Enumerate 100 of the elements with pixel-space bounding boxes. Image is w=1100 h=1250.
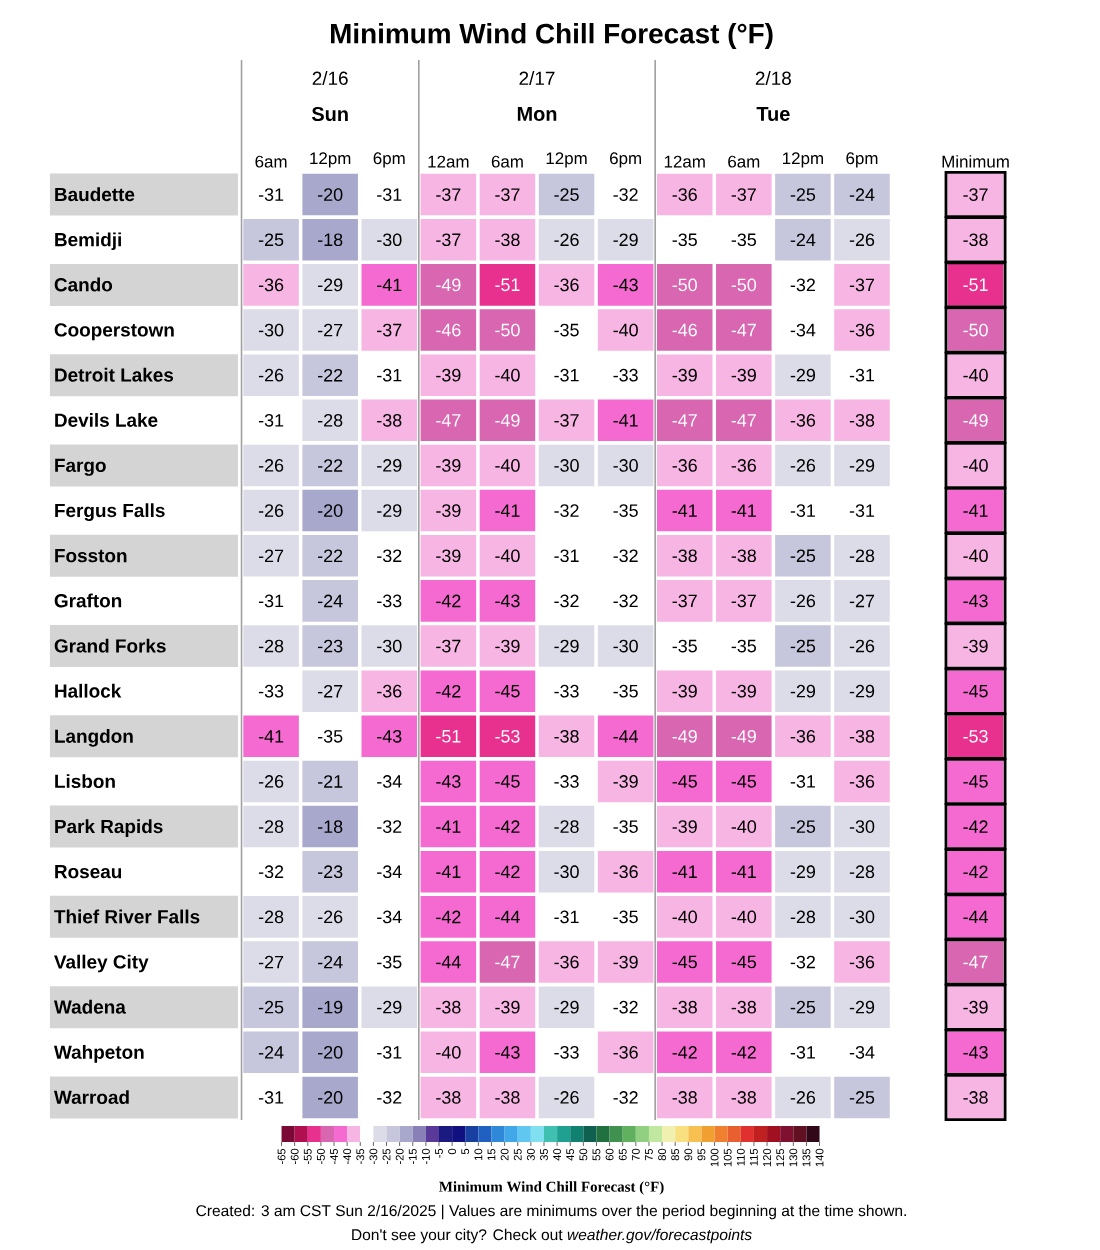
- data-label: -35: [613, 820, 639, 833]
- data-label: -38: [495, 233, 520, 247]
- data-label: -37: [731, 594, 757, 608]
- data-label: -25: [259, 1000, 284, 1014]
- data-label: -45: [731, 955, 757, 969]
- data-label: -31: [850, 504, 875, 517]
- data-label: -51: [495, 278, 520, 292]
- data-label: -41: [963, 504, 988, 517]
- data-label: -30: [613, 459, 639, 472]
- data-label: -32: [377, 1091, 402, 1104]
- data-label: -35: [731, 233, 757, 247]
- data-label: -39: [731, 368, 757, 382]
- data-label: -40: [436, 1045, 461, 1059]
- data-label: -35: [613, 684, 639, 698]
- data-label: -45: [672, 775, 698, 788]
- data-label: -44: [436, 955, 461, 969]
- data-label: -29: [554, 1000, 579, 1014]
- text: 2/17: [519, 71, 555, 85]
- data-label: -25: [554, 188, 579, 201]
- data-label: -29: [377, 1000, 402, 1014]
- data-label: -41: [731, 865, 757, 878]
- data-label: -32: [613, 1091, 638, 1104]
- data-label: -39: [495, 639, 520, 653]
- data-label: -47: [731, 414, 757, 427]
- data-label: -43: [495, 1045, 520, 1059]
- data-label: -38: [963, 1091, 988, 1104]
- data-label: -29: [377, 459, 402, 472]
- data-label: -36: [672, 188, 698, 201]
- data-label: -37: [963, 188, 988, 201]
- data-label: -18: [318, 820, 343, 833]
- data-label: -37: [731, 188, 757, 201]
- data-label: -29: [554, 639, 579, 653]
- text: Tue: [756, 107, 790, 121]
- data-label: -25: [790, 639, 816, 653]
- chart-title: Minimum Wind Chill Forecast (°F): [331, 23, 773, 50]
- data-label: -28: [259, 639, 284, 653]
- data-label: -20: [318, 504, 343, 517]
- data-label: -39: [963, 1000, 988, 1014]
- data-label: -22: [318, 368, 343, 382]
- data-label: -27: [850, 594, 875, 608]
- data-label: -34: [377, 865, 402, 879]
- data-label: -36: [259, 278, 284, 292]
- data-label: -38: [436, 1091, 461, 1104]
- data-label: -42: [963, 865, 988, 878]
- data-label: -25: [790, 188, 816, 201]
- y-tick-label: Cando: [54, 277, 113, 292]
- data-label: -42: [672, 1046, 697, 1059]
- data-label: -26: [790, 1091, 816, 1104]
- data-label: -37: [436, 639, 461, 653]
- y-tick-label: Detroit Lakes: [55, 367, 174, 382]
- text: 2/18: [756, 71, 792, 85]
- x-tick-label: 6am: [255, 155, 287, 168]
- data-label: -33: [554, 684, 579, 698]
- data-label: -31: [377, 1045, 402, 1059]
- data-label: -22: [318, 459, 343, 472]
- data-label: -27: [259, 549, 284, 562]
- data-label: -36: [850, 775, 875, 788]
- data-label: -40: [495, 459, 520, 472]
- data-label: -25: [790, 549, 816, 563]
- data-label: -43: [963, 1045, 988, 1059]
- y-tick-label: Warroad: [54, 1090, 129, 1105]
- data-label: -33: [377, 594, 402, 608]
- data-label: -39: [613, 775, 638, 788]
- data-label: -39: [672, 684, 698, 698]
- data-label: -27: [318, 323, 343, 337]
- data-label: -29: [850, 1000, 875, 1014]
- y-tick-label: Devils Lake: [55, 412, 158, 427]
- data-label: -42: [495, 820, 520, 833]
- x-tick-label: 12am: [665, 155, 706, 168]
- data-label: -34: [850, 1045, 875, 1059]
- data-label: -43: [436, 775, 461, 788]
- data-label: -33: [554, 1045, 579, 1059]
- data-label: -38: [731, 549, 757, 563]
- data-label: -40: [495, 368, 520, 382]
- data-label: -39: [436, 459, 461, 472]
- data-label: -28: [259, 910, 284, 924]
- data-label: -39: [495, 1000, 520, 1014]
- data-label: -38: [963, 233, 988, 247]
- data-label: -34: [377, 910, 402, 924]
- data-label: -40: [963, 459, 989, 472]
- data-label: -26: [259, 459, 284, 472]
- data-label: -39: [436, 549, 461, 563]
- data-label: -36: [790, 413, 816, 427]
- data-label: -50: [672, 278, 698, 292]
- data-label: -40: [672, 910, 698, 924]
- data-label: -26: [554, 1091, 579, 1104]
- data-label: -28: [554, 820, 579, 833]
- data-label: -29: [850, 684, 875, 698]
- data-label: -29: [318, 278, 343, 292]
- data-label: -28: [318, 413, 343, 427]
- data-label: -49: [495, 413, 520, 427]
- data-label: -30: [850, 820, 875, 833]
- data-label: -26: [790, 459, 816, 472]
- data-label: -46: [436, 323, 461, 337]
- data-label: -43: [377, 729, 402, 743]
- data-label: -25: [259, 233, 284, 247]
- data-label: -32: [790, 278, 816, 292]
- data-label: -35: [672, 233, 698, 247]
- data-label: -33: [554, 775, 579, 788]
- data-label: -32: [554, 594, 579, 608]
